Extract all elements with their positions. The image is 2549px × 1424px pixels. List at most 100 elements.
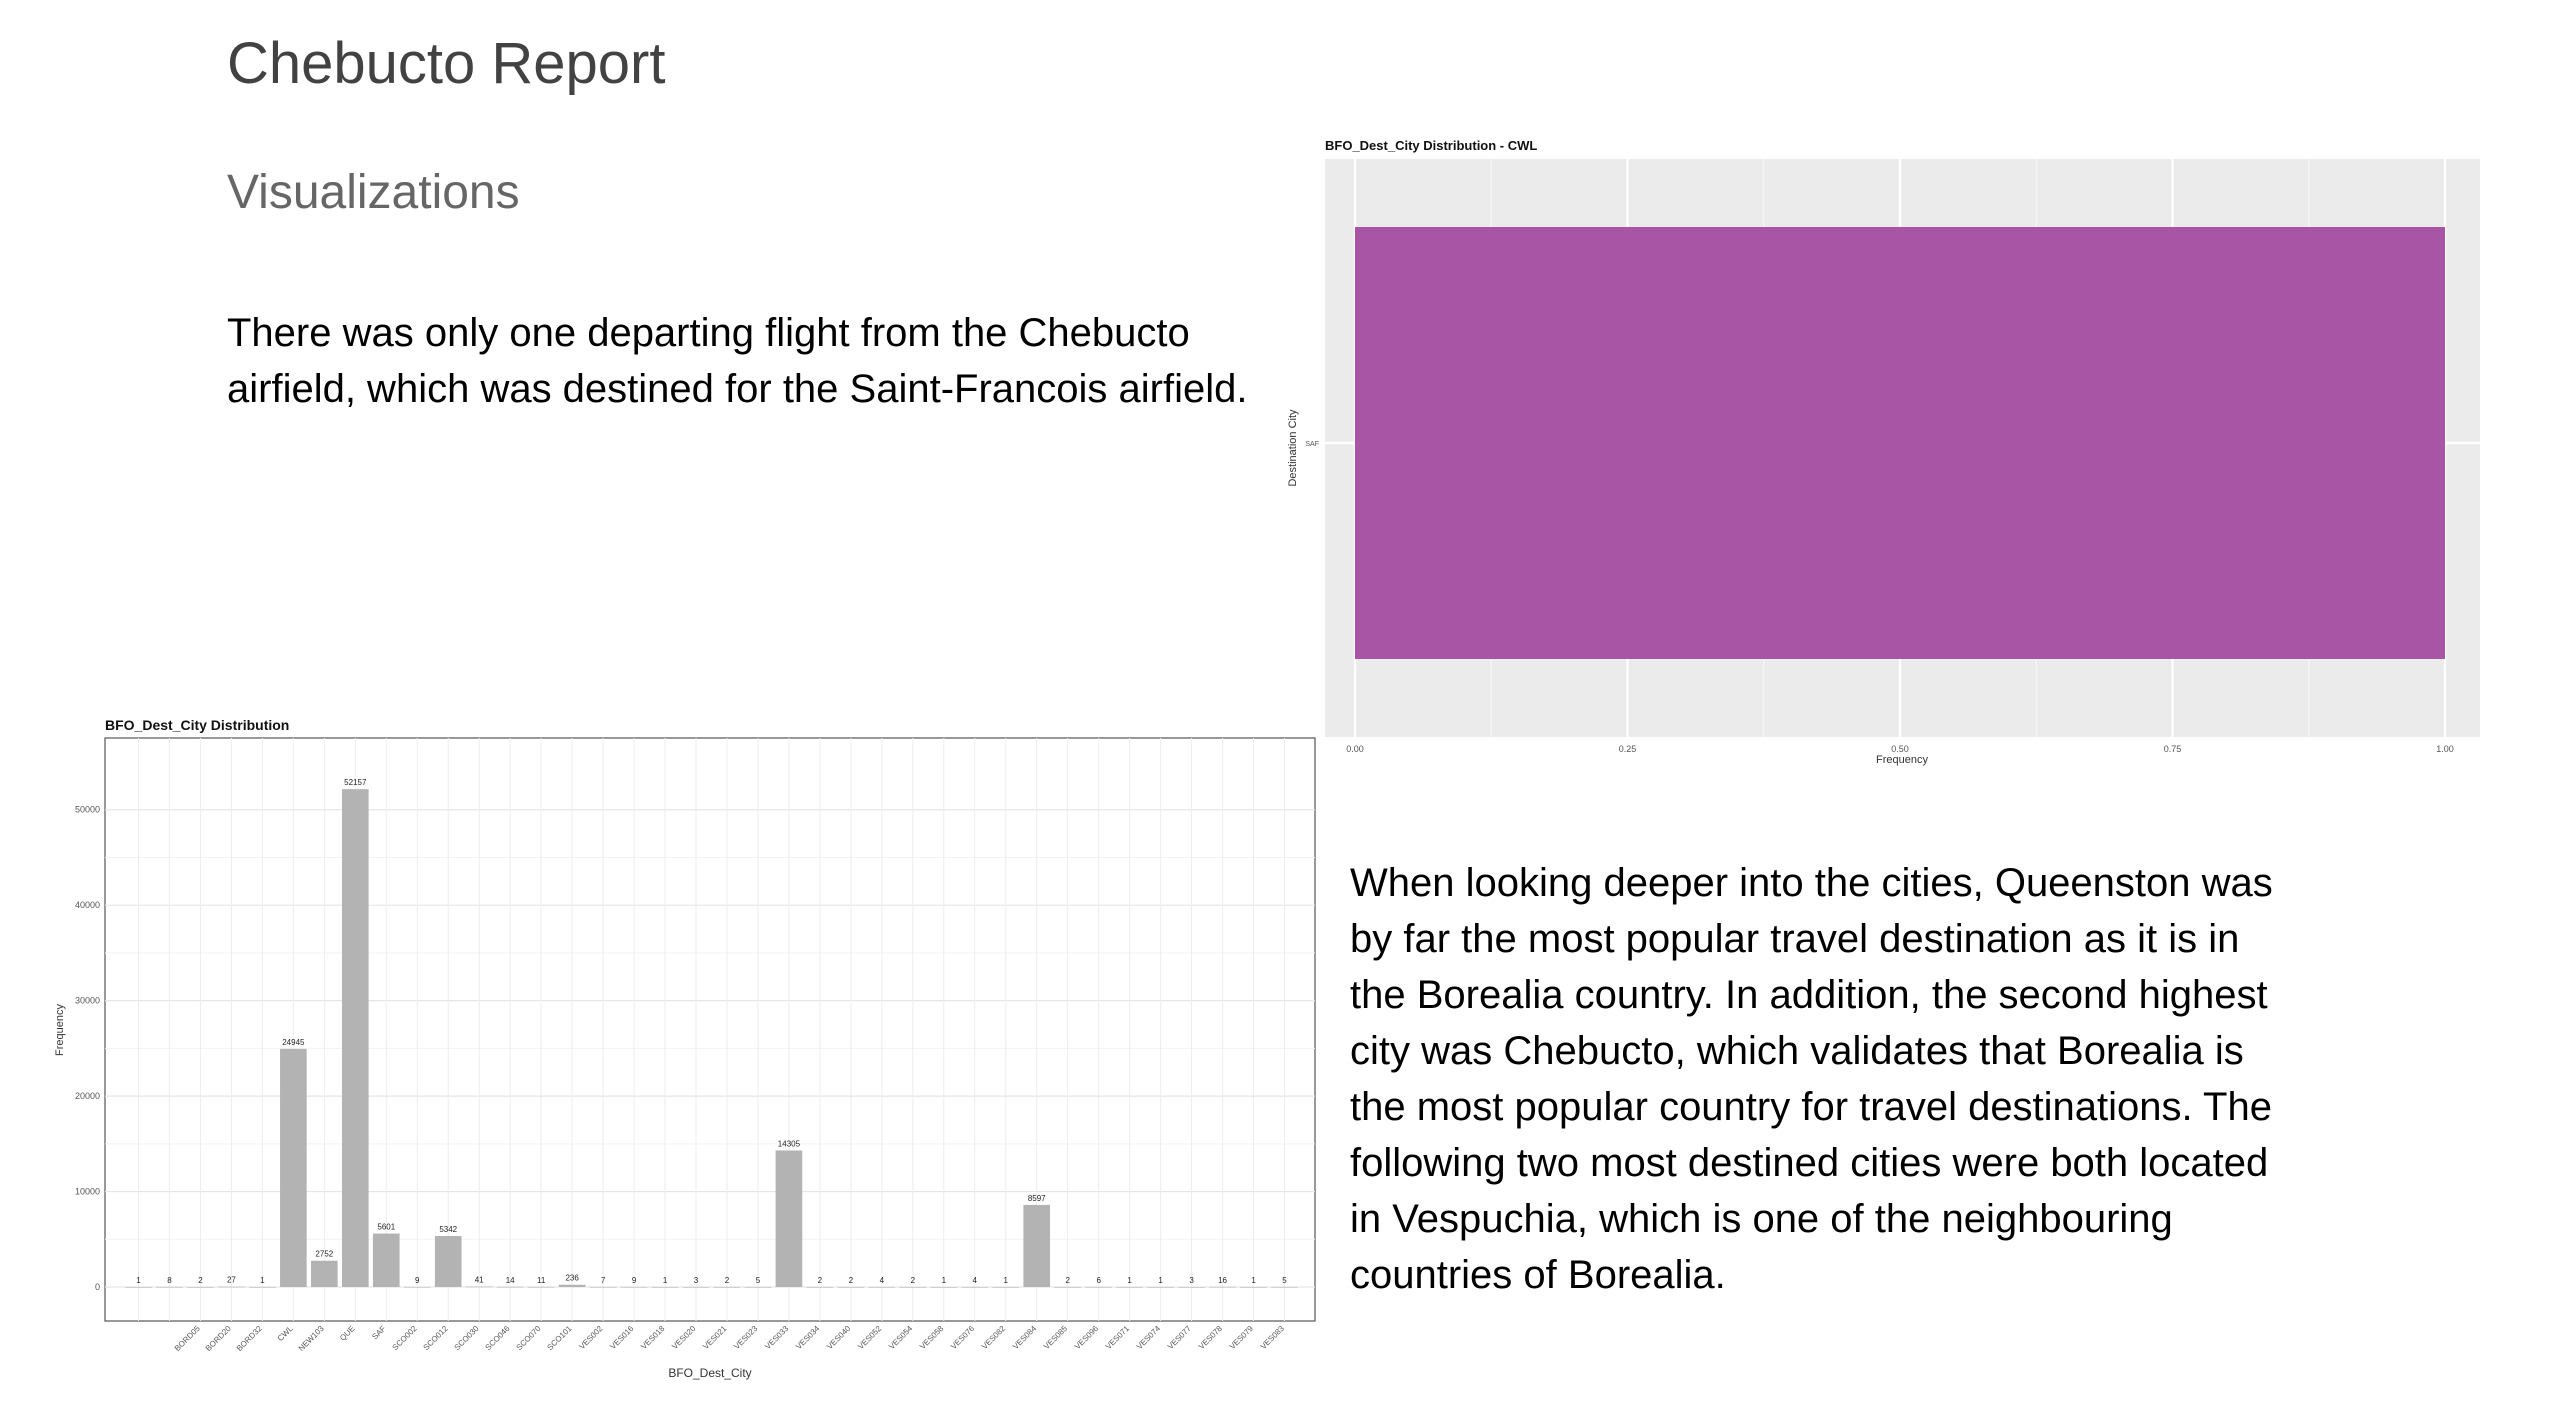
chart-title: BFO_Dest_City Distribution - CWL <box>1325 138 1537 153</box>
data-label: 9 <box>632 1276 637 1285</box>
y-tick-label: 40000 <box>75 900 100 910</box>
data-label: 2 <box>911 1276 916 1285</box>
data-label: 2 <box>818 1276 823 1285</box>
bar <box>434 1236 462 1287</box>
data-label: 2 <box>849 1276 854 1285</box>
x-tick-label: SCO101 <box>545 1324 573 1352</box>
data-label: 1 <box>136 1276 141 1285</box>
x-tick-label: VES077 <box>1166 1324 1194 1352</box>
x-tick-label: SCO012 <box>422 1324 450 1352</box>
data-label: 4 <box>973 1276 978 1285</box>
bar <box>992 1286 1020 1288</box>
data-label: 5601 <box>377 1223 395 1232</box>
x-tick-label: SCO046 <box>484 1324 512 1352</box>
x-axis-title: BFO_Dest_City <box>668 1366 751 1380</box>
x-tick-label: SAF <box>370 1324 387 1341</box>
x-tick-label: 1.00 <box>2436 744 2454 754</box>
bar <box>1054 1286 1082 1288</box>
data-label: 11 <box>537 1276 546 1285</box>
bar <box>1116 1286 1143 1288</box>
y-tick-label: 10000 <box>75 1187 100 1197</box>
x-tick-label: VES085 <box>1042 1324 1070 1352</box>
bar <box>280 1048 307 1287</box>
x-tick-label: BORD20 <box>204 1324 233 1353</box>
bar <box>125 1286 152 1288</box>
y-tick-label: 50000 <box>75 805 100 815</box>
bars <box>125 789 1298 1288</box>
bar <box>744 1286 772 1288</box>
x-tick-label: 0.50 <box>1891 744 1909 754</box>
bar <box>806 1286 834 1288</box>
x-tick-label: 0.75 <box>2164 744 2182 754</box>
y-tick-labels: 0 10000 20000 30000 40000 50000 <box>75 805 100 1292</box>
intro-paragraph: There was only one departing flight from… <box>227 311 1248 411</box>
bar <box>527 1286 555 1288</box>
x-tick-label: VES078 <box>1197 1324 1225 1352</box>
y-tick-label: 0 <box>95 1282 100 1292</box>
bar <box>403 1286 431 1288</box>
cwl-destination-chart: BFO_Dest_City Distribution - CWL SAF 0.0… <box>1287 138 2480 766</box>
x-tick-label: VES084 <box>1011 1324 1039 1352</box>
y-tick-label: 30000 <box>75 996 100 1006</box>
data-label: 14 <box>506 1276 515 1285</box>
x-tick-label: VES052 <box>856 1324 884 1352</box>
data-label: 5 <box>1282 1276 1287 1285</box>
x-axis-title: Frequency <box>1876 754 1928 766</box>
bar <box>465 1286 493 1288</box>
data-label: 16 <box>1218 1276 1227 1285</box>
data-label: 52157 <box>344 778 367 787</box>
bar <box>620 1286 648 1288</box>
x-tick-label: VES074 <box>1135 1324 1163 1352</box>
bar <box>372 1233 400 1287</box>
data-label: 9 <box>415 1276 420 1285</box>
bar <box>713 1286 741 1288</box>
data-label: 236 <box>565 1274 579 1283</box>
bar <box>187 1286 214 1288</box>
chart-title: BFO_Dest_City Distribution <box>105 717 289 733</box>
x-tick-label: VES018 <box>639 1324 667 1352</box>
data-label: 1 <box>1158 1276 1163 1285</box>
bar <box>1355 227 2445 659</box>
bar <box>868 1286 896 1288</box>
data-label: 27 <box>227 1276 236 1285</box>
data-label: 1 <box>942 1276 947 1285</box>
data-label: 4 <box>880 1276 885 1285</box>
bar <box>1023 1204 1051 1287</box>
bar <box>1209 1286 1236 1288</box>
y-tick-labels: SAF <box>1305 441 1319 448</box>
y-axis-title: Destination City <box>1287 409 1299 487</box>
data-label: 1 <box>260 1276 265 1285</box>
bar <box>775 1150 803 1287</box>
x-tick-label: VES071 <box>1104 1324 1132 1352</box>
x-tick-label: VES002 <box>577 1324 605 1352</box>
analysis-paragraph: When looking deeper into the cities, Que… <box>1350 861 2273 1297</box>
slide-subtitle: Visualizations <box>227 166 520 219</box>
data-label: 5342 <box>439 1225 457 1234</box>
x-tick-label: VES054 <box>887 1324 915 1352</box>
data-label: 1 <box>1127 1276 1132 1285</box>
y-axis-title: Frequency <box>54 1004 66 1056</box>
data-label: 1 <box>1251 1276 1256 1285</box>
data-label: 41 <box>475 1276 484 1285</box>
bars <box>1355 227 2445 659</box>
data-label: 24945 <box>282 1038 305 1047</box>
data-label: 6 <box>1096 1276 1101 1285</box>
data-label: 2 <box>198 1276 203 1285</box>
data-label: 14305 <box>778 1139 801 1148</box>
x-tick-label: VES082 <box>980 1324 1008 1352</box>
data-label: 1 <box>663 1276 668 1285</box>
bar <box>496 1286 524 1288</box>
data-label: 3 <box>694 1276 699 1285</box>
x-tick-label: NEW103 <box>297 1324 326 1353</box>
bar <box>218 1286 245 1288</box>
data-label: 2 <box>1065 1276 1070 1285</box>
bar <box>1271 1286 1298 1288</box>
data-label: 7 <box>601 1276 606 1285</box>
x-tick-label: VES040 <box>825 1324 853 1352</box>
y-tick-label: SAF <box>1305 441 1319 448</box>
x-tick-label: VES023 <box>732 1324 760 1352</box>
bar <box>899 1286 927 1288</box>
y-tick-label: 20000 <box>75 1091 100 1101</box>
x-tick-labels: 0.00 0.25 0.50 0.75 1.00 <box>1346 744 2454 754</box>
x-tick-label: 0.25 <box>1619 744 1637 754</box>
